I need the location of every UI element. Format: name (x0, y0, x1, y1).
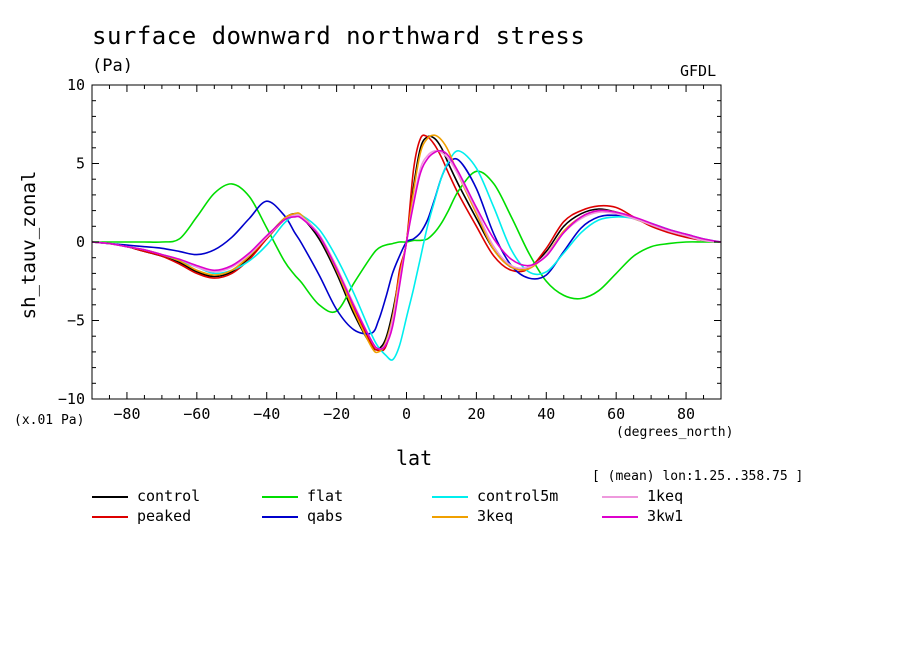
legend-label: qabs (307, 507, 344, 525)
legend-swatch (602, 516, 638, 518)
chart-title: surface downward northward stress (92, 22, 586, 50)
x-tick-label: 60 (607, 405, 625, 423)
source-label: GFDL (680, 62, 717, 80)
x-tick-label: −60 (183, 405, 210, 423)
y-tick-label: 0 (76, 233, 85, 251)
y-tick-label: −5 (67, 312, 85, 330)
legend-label: 3keq (477, 507, 514, 525)
x-tick-label: −80 (113, 405, 140, 423)
legend-swatch (262, 496, 298, 498)
x-tick-label: −40 (253, 405, 280, 423)
legend-swatch (602, 496, 638, 498)
x-axis-label: lat (396, 446, 433, 470)
x-tick-label: −20 (323, 405, 350, 423)
x-tick-label: 40 (537, 405, 555, 423)
y-tick-label: 5 (76, 155, 85, 173)
y-scale-note: (x.01 Pa) (14, 413, 85, 428)
legend-label: control (137, 487, 201, 505)
legend-swatch (92, 496, 128, 498)
legend-swatch (262, 516, 298, 518)
series-group (92, 134, 721, 361)
legend-swatch (92, 516, 128, 518)
series-line-control5m (92, 150, 721, 361)
y-tick-label: 10 (67, 76, 85, 94)
legend-swatch (432, 496, 468, 498)
chart-unit: (Pa) (92, 56, 133, 76)
legend-label: 1keq (647, 487, 684, 505)
legend-label: 3kw1 (647, 507, 684, 525)
legend-label: control5m (477, 487, 559, 505)
y-tick-label: −10 (58, 390, 85, 408)
series-line-3kw1 (92, 149, 721, 350)
legend-label: flat (307, 487, 344, 505)
x-tick-label: 0 (402, 405, 411, 423)
x-tick-label: 80 (677, 405, 695, 423)
x-tick-label: 20 (467, 405, 485, 423)
legend-label: peaked (137, 507, 192, 525)
legend-swatch (432, 516, 468, 518)
x-unit-label: (degrees_north) (616, 425, 734, 440)
averaging-note: [ (mean) lon:1.25..358.75 ] (592, 469, 804, 484)
